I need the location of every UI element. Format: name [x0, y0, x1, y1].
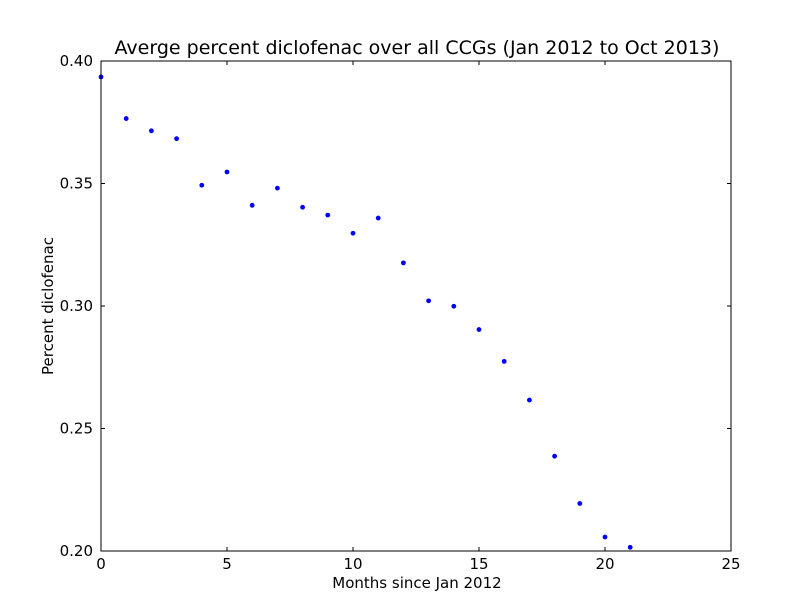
- data-point: [426, 298, 431, 304]
- data-point: [552, 453, 557, 459]
- x-tick-label: 20: [595, 555, 614, 573]
- data-point: [476, 327, 482, 332]
- data-point: [451, 303, 457, 309]
- x-axis-label: Months since Jan 2012: [332, 574, 501, 592]
- x-tick-label: 15: [469, 555, 488, 573]
- x-tick-label: 25: [721, 555, 740, 573]
- y-tick-label: 0.25: [60, 420, 93, 438]
- plot-area: 0 5 10 15 20 25 0.20 0.25 0.30 0.35 0.40: [60, 52, 741, 573]
- data-point: [627, 544, 633, 550]
- data-point: [275, 185, 280, 191]
- y-tick-label: 0.40: [60, 52, 93, 70]
- data-point: [527, 397, 532, 403]
- data-point: [199, 182, 205, 188]
- y-tick-label: 0.20: [60, 542, 93, 560]
- x-tick-label: 10: [343, 555, 362, 573]
- data-point: [577, 501, 583, 506]
- data-point: [174, 136, 180, 142]
- chart-title: Averge percent diclofenac over all CCGs …: [115, 37, 720, 59]
- data-point: [224, 169, 230, 175]
- data-point: [501, 358, 507, 364]
- data-point: [375, 215, 381, 221]
- data-point: [149, 128, 154, 134]
- data-point: [602, 534, 608, 540]
- data-point: [300, 204, 305, 210]
- y-axis-label: Percent diclofenac: [39, 237, 57, 375]
- x-tick-label: 5: [222, 555, 232, 573]
- y-tick-label: 0.30: [60, 297, 93, 315]
- data-point: [401, 260, 406, 266]
- x-tick-label: 0: [96, 555, 106, 573]
- data-point: [123, 116, 129, 121]
- data-point: [350, 230, 356, 236]
- data-point: [249, 202, 255, 208]
- y-tick-label: 0.35: [60, 175, 93, 193]
- data-point: [325, 212, 331, 218]
